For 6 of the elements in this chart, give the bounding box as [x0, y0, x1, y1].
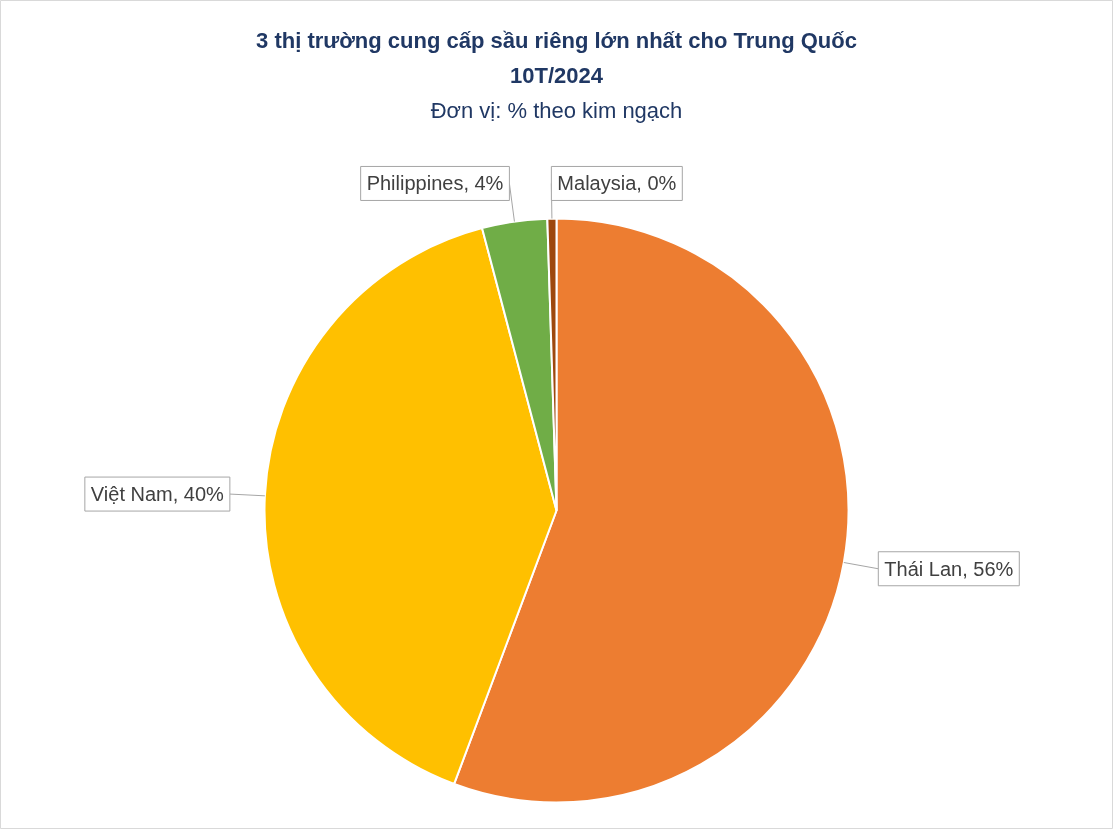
chart-subtitle: Đơn vị: % theo kim ngạch	[430, 98, 683, 123]
slice-label: Malaysia, 0%	[557, 172, 677, 195]
slice-label: Thái Lan, 56%	[884, 557, 1014, 580]
slice-label: Philippines, 4%	[366, 172, 504, 195]
slice-label: Việt Nam, 40%	[90, 483, 225, 506]
chart-title: 3 thị trường cung cấp sầu riêng lớn nhất cho Trung Quốc 10T/2024	[256, 28, 857, 88]
